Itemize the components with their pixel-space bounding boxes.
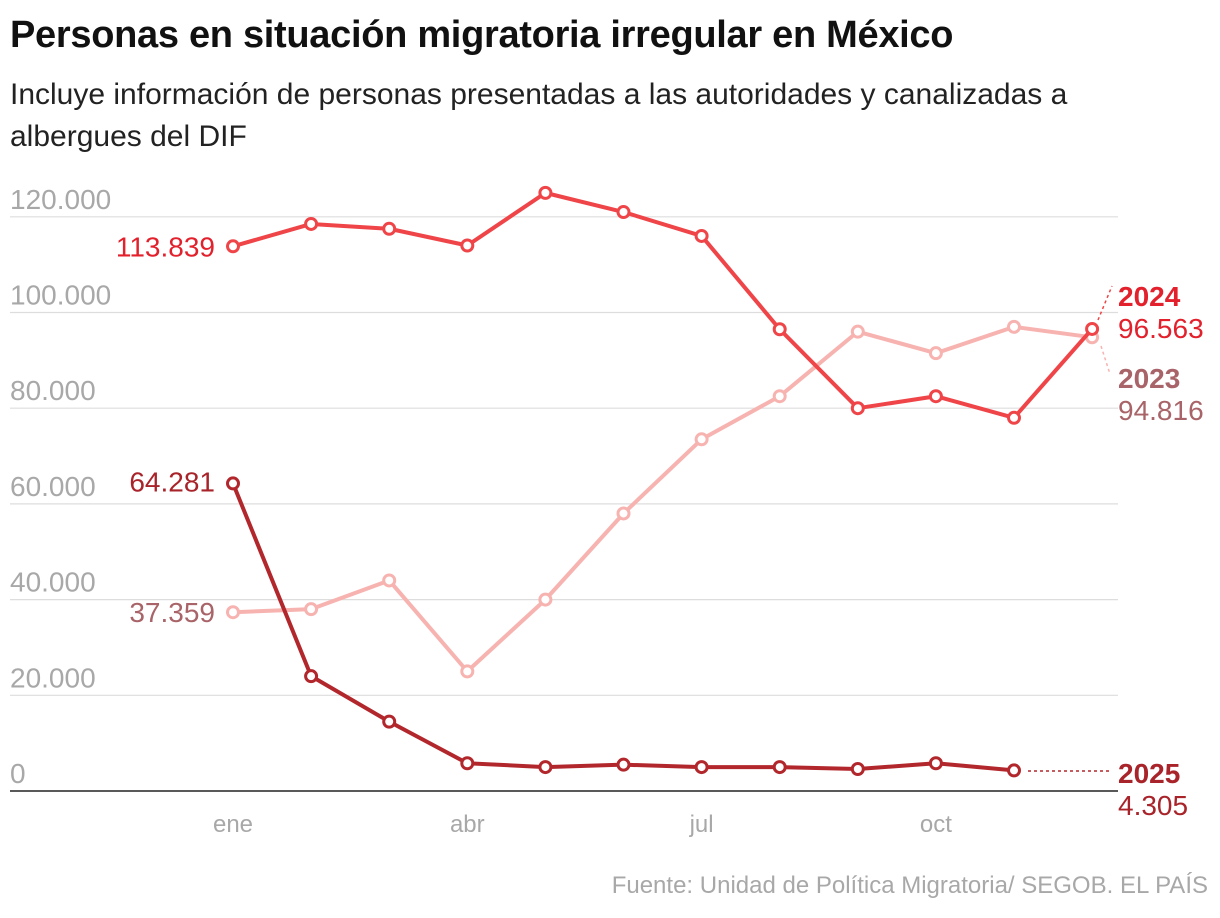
- data-point-2023: [304, 602, 319, 617]
- data-point-2024: [226, 239, 240, 254]
- data-point-2025: [226, 476, 240, 491]
- source-note: Fuente: Unidad de Política Migratoria/ S…: [611, 872, 1208, 899]
- data-point-2025: [460, 756, 475, 771]
- chart-title: Personas en situación migratoria irregul…: [10, 14, 954, 56]
- data-point-2024: [850, 401, 865, 416]
- data-point-2024: [460, 238, 475, 253]
- data-point-2024: [304, 216, 319, 231]
- series-line-2023: [231, 324, 1095, 674]
- data-point-2023: [460, 664, 475, 679]
- y-tick-label: 40.000: [10, 567, 96, 598]
- series-layer: [226, 185, 1100, 778]
- x-tick-label: ene: [213, 811, 253, 838]
- data-point-2023: [226, 605, 240, 620]
- data-point-2024: [1085, 321, 1100, 336]
- data-point-2024: [928, 389, 943, 404]
- chart-subtitle: Incluye información de personas presenta…: [10, 78, 1068, 153]
- data-point-2023: [928, 346, 943, 361]
- leader-line-2023: [1100, 345, 1111, 375]
- data-point-2024: [382, 221, 397, 236]
- series-line-2025: [231, 481, 1016, 773]
- start-value-label-2023: 37.359: [129, 597, 215, 628]
- y-tick-label: 0: [10, 758, 26, 789]
- data-point-2023: [616, 506, 631, 521]
- data-point-2025: [382, 714, 397, 729]
- end-value-label-2023: 94.816: [1118, 395, 1204, 426]
- y-tick-label: 120.000: [10, 184, 111, 215]
- data-point-2023: [694, 432, 709, 447]
- data-point-2024: [694, 228, 709, 243]
- data-point-2024: [772, 322, 787, 337]
- data-point-2024: [538, 185, 553, 200]
- data-point-2023: [772, 389, 787, 404]
- series-name-label-2023: 2023: [1118, 363, 1180, 394]
- data-point-2025: [772, 760, 787, 775]
- y-tick-label: 80.000: [10, 375, 96, 406]
- y-axis-ticks: 0 20.000 40.000 60.000 80.000 100.000 120.000: [10, 184, 111, 789]
- data-point-2023: [382, 573, 397, 588]
- data-point-2023: [1007, 319, 1021, 334]
- end-value-label-2025: 4.305: [1118, 790, 1188, 821]
- start-value-label-2024: 113.839: [116, 231, 215, 262]
- data-point-2023: [538, 592, 553, 607]
- y-tick-label: 20.000: [10, 662, 96, 693]
- series-name-label-2024: 2024: [1118, 281, 1181, 312]
- x-tick-label: jul: [689, 811, 714, 838]
- data-point-2025: [538, 760, 553, 775]
- data-point-2024: [616, 205, 631, 220]
- data-point-2025: [304, 669, 319, 684]
- data-point-2023: [850, 324, 865, 339]
- data-point-2024: [1007, 410, 1021, 425]
- grid-lines: [10, 216, 1118, 792]
- x-tick-label: oct: [920, 811, 952, 838]
- series-line-2024: [231, 190, 1095, 420]
- data-point-2025: [850, 761, 865, 776]
- y-tick-label: 60.000: [10, 471, 96, 502]
- data-point-2025: [616, 757, 631, 772]
- y-tick-label: 100.000: [10, 280, 111, 311]
- leader-line-2024: [1097, 285, 1113, 321]
- end-value-label-2024: 96.563: [1118, 313, 1204, 344]
- start-value-label-2025: 64.281: [129, 466, 215, 497]
- series-name-label-2025: 2025: [1118, 758, 1180, 789]
- data-point-2025: [928, 756, 943, 771]
- data-point-2025: [694, 760, 709, 775]
- x-axis-ticks: ene abr jul oct: [213, 811, 952, 838]
- x-tick-label: abr: [450, 811, 485, 838]
- data-point-2025: [1007, 763, 1021, 778]
